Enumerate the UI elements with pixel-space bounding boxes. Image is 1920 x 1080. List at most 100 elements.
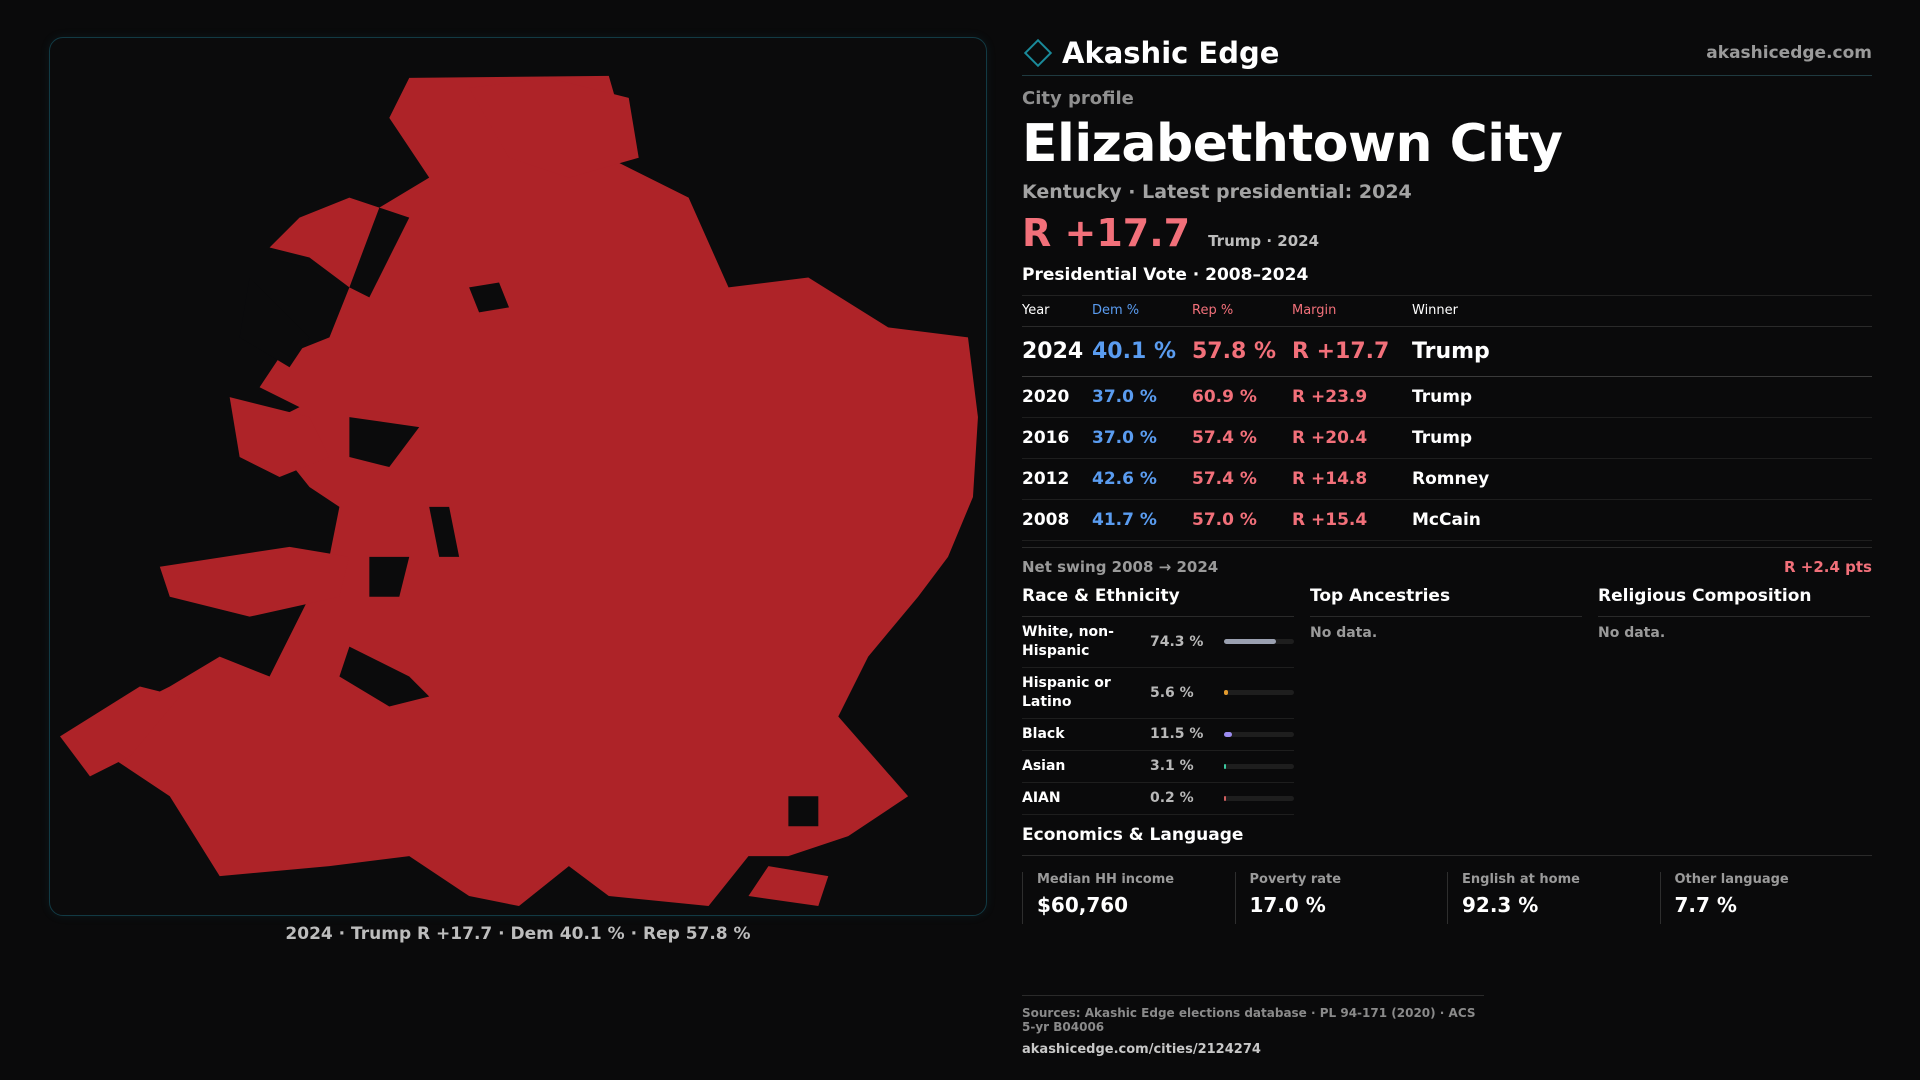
table-row: 2012 42.6 % 57.4 % R +14.8 Romney [1022,458,1872,500]
row-rep: 57.8 % [1192,326,1292,377]
vote-table-title: Presidential Vote · 2008–2024 [1022,265,1872,296]
race-name: Asian [1022,757,1066,774]
table-row: 2008 41.7 % 57.0 % R +15.4 McCain [1022,499,1872,541]
brand-header: Akashic Edge akashicedge.com [1022,30,1872,76]
race-row: White, non-Hispanic 74.3 % [1022,617,1294,668]
econ-value: 7.7 % [1674,892,1737,917]
religion-empty: No data. [1598,624,1666,641]
profile-panel: Akashic Edge akashicedge.com City profil… [1022,30,1872,924]
row-winner: Trump [1412,417,1872,459]
vote-table: Year Dem % Rep % Margin Winner 2024 40.1… [1022,296,1872,541]
net-swing-label: Net swing 2008 → 2024 [1022,557,1219,576]
row-margin: R +17.7 [1292,326,1412,377]
race-row: Black 11.5 % [1022,719,1294,751]
latest-margin-note: Trump · 2024 [1208,232,1320,250]
race-bar [1224,763,1294,769]
race-name: Black [1022,725,1065,742]
profile-url-link[interactable]: akashicedge.com/cities/2124274 [1022,1042,1261,1057]
row-year: 2008 [1022,499,1092,541]
row-year: 2016 [1022,417,1092,459]
race-bar-fill [1224,795,1227,801]
race-bar [1224,690,1294,695]
race-pct: 3.1 % [1150,758,1194,774]
row-winner: Romney [1412,458,1872,500]
race-bar-fill [1224,690,1228,695]
econ-label: Median HH income [1037,871,1175,887]
econ-label: Other language [1674,871,1789,887]
row-dem: 41.7 % [1092,499,1192,541]
row-dem: 37.0 % [1092,376,1192,418]
race-pct: 11.5 % [1150,726,1204,742]
econ-value: 92.3 % [1462,892,1539,917]
row-dem: 37.0 % [1092,417,1192,459]
ancestries-section: Top Ancestries No data. [1310,586,1582,815]
row-winner: Trump [1412,326,1872,377]
row-year: 2024 [1022,326,1092,377]
header-dem: Dem % [1092,296,1192,327]
econ-value: 17.0 % [1249,892,1326,917]
religion-section: Religious Composition No data. [1598,586,1870,815]
page-eyebrow: City profile [1022,88,1134,109]
ancestries-empty: No data. [1310,624,1378,641]
row-rep: 60.9 % [1192,376,1292,418]
race-title: Race & Ethnicity [1022,586,1294,617]
latest-margin: R +17.7 [1022,211,1191,255]
econ-value: $60,760 [1037,892,1129,917]
race-row: AIAN 0.2 % [1022,783,1294,815]
city-boundary-shape [60,75,978,907]
econ-card-poverty: Poverty rate 17.0 % [1234,871,1442,924]
row-winner: McCain [1412,499,1872,541]
race-pct: 5.6 % [1150,684,1194,701]
race-bar-fill [1224,763,1227,769]
race-list: White, non-Hispanic 74.3 % Hispanic or Lat… [1022,617,1294,815]
race-bar-fill [1224,639,1276,644]
headline-margin: R +17.7 Trump · 2024 [1022,211,1872,255]
map-caption: 2024 · Trump R +17.7 · Dem 40.1 % · Rep … [285,924,751,944]
demographics-section: Race & Ethnicity White, non-Hispanic 74.3… [1022,586,1872,815]
race-name: Hispanic or Latino [1022,674,1111,710]
race-bar [1224,731,1294,737]
row-rep: 57.0 % [1192,499,1292,541]
row-margin: R +20.4 [1292,417,1412,459]
map-panel[interactable] [49,37,987,916]
econ-title: Economics & Language [1022,825,1872,856]
map-holes [239,207,819,827]
table-row: 2020 37.0 % 60.9 % R +23.9 Trump [1022,376,1872,418]
row-year: 2020 [1022,376,1092,418]
diamond-logo-icon [1023,38,1053,67]
brand-name: Akashic Edge [1062,35,1280,70]
row-winner: Trump [1412,376,1872,418]
net-swing-value: R +2.4 pts [1784,557,1872,576]
race-section: Race & Ethnicity White, non-Hispanic 74.3… [1022,586,1294,815]
net-swing: Net swing 2008 → 2024 R +2.4 pts [1022,546,1872,576]
footer: Sources: Akashic Edge elections database… [1022,995,1484,1057]
race-bar [1224,639,1294,644]
brand-url-link[interactable]: akashicedge.com [1706,42,1872,63]
city-boundary-map [60,75,978,907]
row-rep: 57.4 % [1192,417,1292,459]
header-margin: Margin [1292,296,1412,327]
table-row: 2016 37.0 % 57.4 % R +20.4 Trump [1022,417,1872,459]
row-year: 2012 [1022,458,1092,500]
race-row: Hispanic or Latino 5.6 % [1022,668,1294,719]
row-dem: 40.1 % [1092,326,1192,377]
econ-card-income: Median HH income $60,760 [1022,871,1229,924]
race-pct: 0.2 % [1150,790,1194,806]
sources-text: Sources: Akashic Edge elections database… [1022,1006,1476,1034]
race-name: White, non-Hispanic [1022,623,1114,659]
econ-label: English at home [1462,871,1580,887]
page-title: Elizabethtown City [1022,114,1563,174]
econ-cards: Median HH income $60,760 Poverty rate 17… [1022,871,1872,924]
header-rep: Rep % [1192,296,1292,327]
page-subtitle: Kentucky · Latest presidential: 2024 [1022,181,1412,203]
econ-card-english: English at home 92.3 % [1447,871,1654,924]
vote-table-header: Year Dem % Rep % Margin Winner [1022,296,1872,327]
row-margin: R +15.4 [1292,499,1412,541]
header-winner: Winner [1412,296,1872,327]
race-row: Asian 3.1 % [1022,751,1294,783]
econ-card-other-language: Other language 7.7 % [1659,871,1867,924]
row-rep: 57.4 % [1192,458,1292,500]
race-bar-fill [1224,731,1233,737]
ancestries-title: Top Ancestries [1310,586,1582,617]
religion-title: Religious Composition [1598,586,1870,617]
